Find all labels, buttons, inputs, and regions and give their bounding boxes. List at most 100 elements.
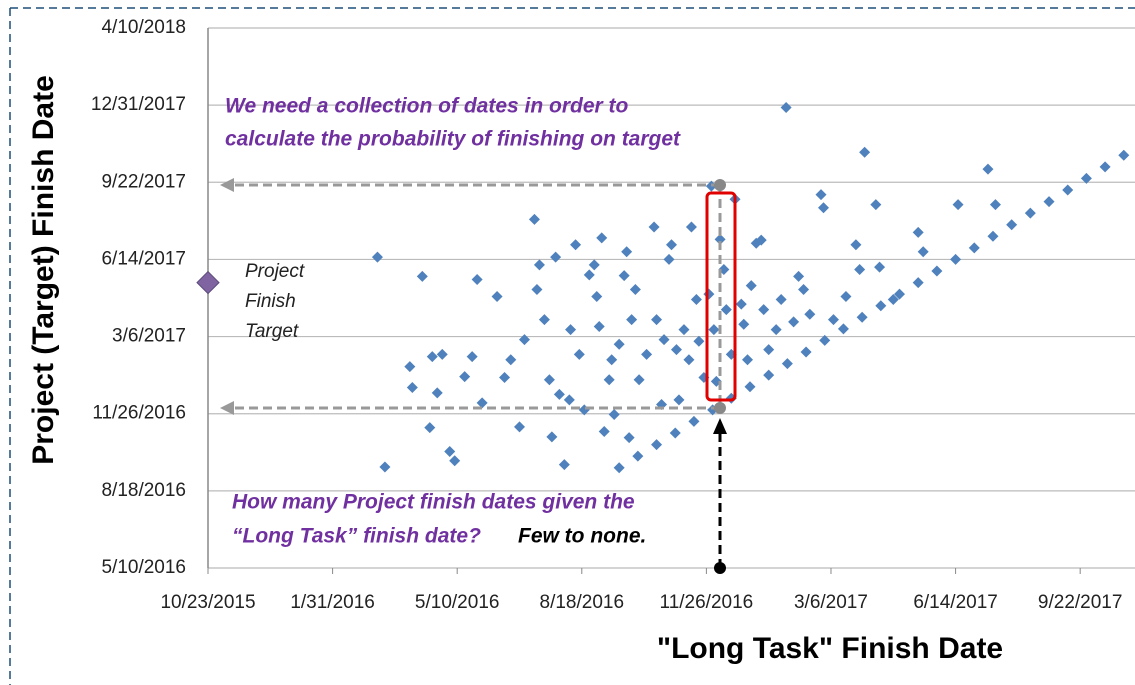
point — [663, 253, 675, 265]
point — [416, 270, 428, 282]
point — [912, 226, 924, 238]
point — [543, 374, 555, 386]
point — [591, 290, 603, 302]
annotation: We need a collection of dates in order t… — [225, 95, 629, 118]
point — [840, 290, 852, 302]
point — [987, 230, 999, 242]
point — [798, 284, 810, 296]
x-tick-label: 10/23/2015 — [160, 592, 255, 613]
point — [431, 387, 443, 399]
target-label: Target — [245, 321, 299, 342]
point — [912, 277, 924, 289]
point — [690, 294, 702, 306]
point — [550, 251, 562, 263]
point — [633, 374, 645, 386]
point — [641, 348, 653, 360]
point — [513, 421, 525, 433]
point — [770, 324, 782, 336]
point — [685, 221, 697, 233]
point — [875, 300, 887, 312]
point — [837, 323, 849, 335]
point — [827, 314, 839, 326]
point — [404, 361, 416, 373]
point — [570, 239, 582, 251]
x-tick-label: 9/22/2017 — [1038, 592, 1123, 613]
point — [708, 324, 720, 336]
annotation: calculate the probability of finishing o… — [225, 128, 681, 151]
point — [775, 294, 787, 306]
point — [558, 459, 570, 471]
point — [742, 354, 754, 366]
point — [887, 294, 899, 306]
point — [491, 290, 503, 302]
point — [856, 311, 868, 323]
point — [471, 273, 483, 285]
point — [596, 232, 608, 244]
point — [804, 308, 816, 320]
point — [952, 199, 964, 211]
point — [720, 304, 732, 316]
point — [819, 334, 831, 346]
annotation: “Long Task” finish date? — [232, 525, 481, 548]
point — [593, 321, 605, 333]
point — [626, 314, 638, 326]
point — [982, 163, 994, 175]
point — [444, 446, 456, 458]
point — [618, 270, 630, 282]
point — [621, 246, 633, 258]
point — [666, 239, 677, 251]
point — [632, 450, 644, 462]
y-tick-label: 9/22/2017 — [101, 171, 186, 192]
y-tick-label: 8/18/2016 — [101, 480, 186, 501]
annotation: Few to none. — [518, 525, 646, 548]
point — [1099, 161, 1111, 173]
arrow-head — [713, 418, 727, 434]
point — [781, 358, 793, 370]
point — [573, 348, 585, 360]
point — [788, 316, 800, 328]
point — [651, 314, 663, 326]
point — [673, 394, 685, 406]
point — [538, 314, 550, 326]
point — [658, 334, 670, 346]
point — [518, 334, 530, 346]
point — [371, 251, 383, 263]
point — [989, 199, 1001, 211]
x-tick-label: 5/10/2016 — [415, 592, 500, 613]
point — [815, 189, 827, 201]
y-axis-label: Project (Target) Finish Date — [27, 75, 60, 465]
point — [763, 344, 775, 356]
highlight-box — [705, 191, 737, 402]
point — [613, 462, 625, 474]
point — [528, 213, 540, 225]
x-tick-label: 6/14/2017 — [913, 592, 998, 613]
y-tick-label: 5/10/2016 — [101, 557, 186, 578]
arrow-head — [220, 401, 234, 415]
point — [744, 381, 756, 393]
point — [850, 239, 862, 251]
point — [950, 253, 962, 265]
point — [406, 381, 418, 393]
point — [598, 425, 610, 437]
points — [371, 101, 1130, 474]
guide-dot — [714, 179, 726, 191]
point — [379, 461, 391, 473]
point — [714, 233, 726, 245]
point — [613, 338, 625, 350]
x-tick-label: 3/6/2017 — [794, 592, 868, 613]
point — [1024, 207, 1036, 219]
point — [651, 439, 663, 451]
point — [968, 242, 980, 254]
target-point — [196, 270, 220, 295]
point — [426, 351, 438, 363]
point — [505, 354, 517, 366]
x-tick-label: 8/18/2016 — [540, 592, 625, 613]
point — [531, 284, 543, 296]
point — [874, 261, 886, 273]
arrow-head — [220, 178, 234, 192]
point — [1043, 196, 1055, 208]
point — [683, 354, 695, 366]
point — [693, 335, 705, 347]
point — [818, 202, 830, 214]
